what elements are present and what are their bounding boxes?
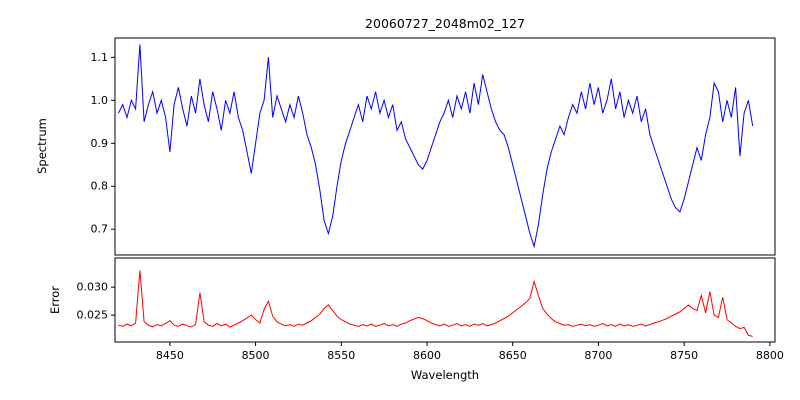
- spectrum-y-tick-label: 0.8: [91, 180, 109, 193]
- spectrum-y-tick-label: 1.1: [91, 51, 109, 64]
- error-line: [118, 270, 753, 337]
- spectrum-y-axis-label: Spectrum: [35, 118, 49, 174]
- x-tick-label: 8550: [327, 349, 355, 362]
- spectrum-y-tick-label: 1.0: [91, 94, 109, 107]
- x-tick-label: 8750: [670, 349, 698, 362]
- spectrum-y-tick-label: 0.7: [91, 223, 109, 236]
- plot-layer: 0.7 0.8 0.9 1.0 1.1 0.025 0.030 8450 8500 8550 860…: [77, 37, 784, 362]
- spectrum-line: [117, 44, 754, 249]
- x-tick-label: 8500: [242, 349, 270, 362]
- x-tick-label: 8800: [756, 349, 784, 362]
- error-y-tick-label: 0.025: [77, 309, 109, 322]
- error-y-axis-label: Error: [48, 286, 62, 314]
- error-y-tick-label: 0.030: [77, 281, 109, 294]
- x-tick-label: 8650: [499, 349, 527, 362]
- x-tick-label: 8450: [156, 349, 184, 362]
- figure-title: 20060727_2048m02_127: [365, 16, 525, 31]
- x-tick-label: 8600: [413, 349, 441, 362]
- error-panel-border: [114, 257, 776, 343]
- x-tick-label: 8700: [584, 349, 612, 362]
- x-axis-label: Wavelength: [411, 368, 479, 382]
- spectrum-y-tick-label: 0.9: [91, 137, 109, 150]
- spectrum-panel-border: [114, 37, 776, 256]
